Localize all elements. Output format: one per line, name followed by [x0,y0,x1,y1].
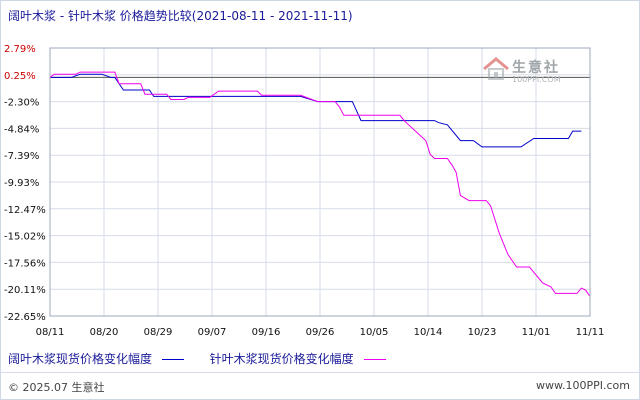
plot-area-border [49,47,591,317]
series-line-softwood [49,71,591,297]
watermark-url: 100PPI.COM [512,75,561,84]
chart-grid [49,47,591,317]
legend-label-hardwood: 阔叶木浆现货价格变化幅度 [8,352,153,366]
line-chart: 2.79% 0.25% -2.30% -4.84% -7.39% -9.93% -12.47… [4,44,605,338]
y-tick-label: -22.65% [4,312,46,323]
y-tick-label: -12.47% [4,205,46,216]
chart-series-group [49,71,591,297]
y-tick-label: -15.02% [4,232,46,243]
y-tick-label: -2.30% [4,98,39,109]
watermark-logo-icon [482,56,510,86]
x-tick-label: 10/23 [468,327,497,338]
y-tick-label: -20.11% [4,285,46,296]
x-tick-label: 08/11 [36,327,65,338]
series-line-hardwood [50,73,582,148]
x-tick-label: 10/05 [360,327,389,338]
x-tick-label: 11/01 [522,327,551,338]
legend-item-hardwood: 阔叶木浆现货价格变化幅度 [8,350,206,367]
legend-swatch-softwood [363,359,386,360]
legend-swatch-hardwood [161,359,184,360]
x-tick-label: 10/14 [414,327,443,338]
footer-divider [0,372,640,373]
footer-website-link[interactable]: www.100PPI.com [536,379,630,392]
footer-copyright: © 2025.07 生意社 [8,381,105,394]
legend-label-softwood: 针叶木浆现货价格变化幅度 [209,352,354,366]
y-tick-label: -7.39% [4,151,39,162]
chart-legend: 阔叶木浆现货价格变化幅度 针叶木浆现货价格变化幅度 [8,350,408,367]
x-tick-label: 08/20 [90,327,119,338]
y-tick-label: -9.93% [4,178,39,189]
x-tick-label: 08/29 [144,327,173,338]
y-axis-ticks: 2.79% 0.25% -2.30% -4.84% -7.39% -9.93% -12.47… [4,44,46,323]
y-tick-label: -17.56% [4,258,46,269]
x-axis-ticks: 08/11 08/20 08/29 09/07 09/16 09/26 10/05 10/14… [36,327,605,338]
legend-item-softwood: 针叶木浆现货价格变化幅度 [210,350,408,367]
x-tick-label: 09/07 [198,327,227,338]
plot-border [49,47,591,317]
x-tick-label: 09/16 [252,327,281,338]
y-tick-label: 0.25% [4,71,36,82]
y-tick-label: -4.84% [4,124,39,135]
chart-title: 阔叶木浆 - 针叶木浆 价格趋势比较(2021-08-11 - 2021-11-… [8,9,353,23]
watermark-brand: 生意社 [512,60,560,76]
y-tick-label: 2.79% [4,44,36,55]
x-tick-label: 09/26 [306,327,335,338]
x-tick-label: 11/11 [576,327,605,338]
